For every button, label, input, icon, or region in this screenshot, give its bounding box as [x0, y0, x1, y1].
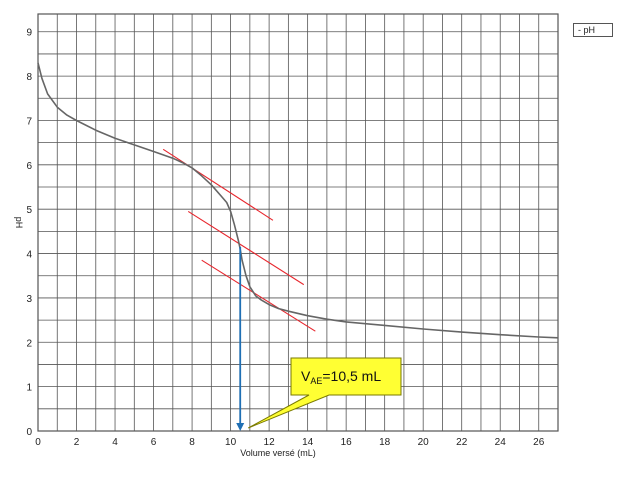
x-tick-label: 6 [151, 437, 157, 448]
equivalence-arrow-head [236, 423, 245, 431]
x-tick-label: 10 [225, 437, 237, 448]
x-tick-label: 8 [189, 437, 195, 448]
x-tick-labels: 0 2 4 6 8 10 12 14 16 18 20 22 24 26 [35, 437, 545, 448]
x-tick-label: 22 [456, 437, 468, 448]
ph-curve-group [37, 62, 559, 339]
y-tick-label: 4 [26, 250, 32, 261]
equivalence-group: VAE=10,5 mL [236, 246, 402, 431]
tangent-line-2 [187, 210, 305, 286]
x-tick-label: 2 [74, 437, 80, 448]
y-tick-label: 8 [26, 72, 32, 83]
x-tick-label: 18 [379, 437, 391, 448]
x-axis-title: Volume versé (mL) [240, 448, 316, 458]
equivalence-label: VAE=10,5 mL [301, 368, 381, 386]
legend-marker: - [578, 25, 581, 35]
x-tick-label: 20 [418, 437, 430, 448]
equivalence-callout [247, 357, 402, 429]
grid [37, 13, 559, 432]
legend: - pH [573, 23, 613, 37]
y-tick-label: 9 [26, 28, 32, 39]
y-tick-label: 0 [26, 427, 32, 438]
tangent-lines [162, 148, 316, 332]
x-tick-label: 0 [35, 437, 41, 448]
x-tick-label: 12 [264, 437, 276, 448]
tangent-line-3 [201, 259, 316, 332]
legend-entry-ph: pH [583, 25, 596, 35]
ph-curve [37, 62, 559, 339]
y-tick-label: 5 [26, 205, 32, 216]
y-tick-labels: 0 1 2 3 4 5 6 7 8 9 [26, 28, 32, 438]
y-tick-label: 2 [26, 338, 32, 349]
y-tick-label: 3 [26, 294, 32, 305]
y-tick-label: 1 [26, 383, 32, 394]
tangent-line-1 [162, 148, 274, 221]
x-tick-label: 16 [341, 437, 353, 448]
y-axis-title: pH [14, 217, 24, 229]
x-tick-label: 24 [495, 437, 507, 448]
y-tick-label: 7 [26, 116, 32, 127]
x-tick-label: 14 [302, 437, 314, 448]
x-tick-label: 26 [533, 437, 545, 448]
y-tick-label: 6 [26, 161, 32, 172]
x-tick-label: 4 [112, 437, 118, 448]
